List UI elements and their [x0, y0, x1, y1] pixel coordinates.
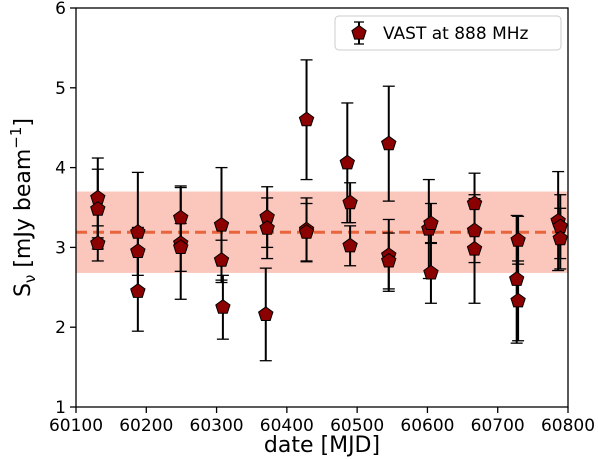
data-point: [423, 264, 439, 280]
plot-frame: [75, 7, 569, 408]
data-point: [90, 235, 106, 250]
data-point: [466, 195, 483, 211]
data-point: [213, 216, 230, 232]
legend-label: VAST at 888 MHz: [383, 24, 529, 44]
data-point: [339, 154, 355, 170]
data-point: [173, 239, 189, 254]
y-tick-label: 5: [55, 79, 66, 99]
data-point: [552, 230, 568, 246]
y-axis-label-main: S: [11, 283, 36, 297]
data-point: [90, 200, 106, 216]
y-axis-label-end: ]: [11, 118, 36, 127]
data-point: [130, 283, 146, 298]
data-point: [423, 215, 439, 230]
x-tick-label: 60300: [190, 416, 244, 436]
x-tick-label: 60500: [330, 416, 384, 436]
x-tick-label: 60700: [471, 416, 525, 436]
data-point: [259, 220, 275, 235]
data-point: [173, 209, 189, 225]
x-tick-label: 60200: [119, 416, 173, 436]
x-tick-label: 60600: [400, 416, 454, 436]
data-point: [466, 222, 483, 238]
legend-marker: [351, 24, 367, 40]
legend-box: [334, 15, 562, 51]
x-tick-label: 60400: [260, 416, 314, 436]
x-tick-label: 60800: [541, 416, 595, 436]
data-point: [298, 224, 315, 239]
data-point: [130, 224, 146, 239]
data-point: [130, 243, 146, 258]
data-point: [381, 252, 397, 268]
y-tick-label: 6: [55, 0, 66, 19]
y-tick-label: 4: [55, 159, 66, 179]
data-point: [381, 135, 397, 151]
y-tick-layer: 1 2 3 4 5 6: [55, 0, 76, 418]
x-tick-layer: 60100 60200 60300 60400 60500 60600 60700 60800: [49, 407, 595, 436]
x-axis-label: date [MJD]: [264, 433, 380, 458]
data-point: [466, 240, 483, 256]
y-axis-label-sub: ν: [21, 275, 39, 283]
data-point: [509, 271, 525, 286]
y-tick-label: 3: [55, 238, 66, 258]
x-tick-label: 60100: [49, 416, 103, 436]
legend: VAST at 888 MHz: [334, 15, 562, 51]
data-point: [342, 237, 358, 253]
point-layer: [90, 111, 568, 321]
data-point: [213, 252, 230, 267]
data-point: [510, 292, 526, 308]
data-point: [258, 306, 274, 321]
data-point: [215, 299, 231, 314]
y-axis-label: Sν [mJy beam−1]: [7, 118, 39, 297]
y-axis-label-sup: −1: [7, 127, 25, 149]
data-point: [510, 232, 526, 247]
y-axis-label-rest: [mJy beam: [11, 149, 36, 275]
data-point: [298, 111, 315, 127]
data-point: [342, 194, 358, 210]
y-tick-label: 2: [55, 318, 66, 338]
y-tick-label: 1: [55, 398, 66, 418]
